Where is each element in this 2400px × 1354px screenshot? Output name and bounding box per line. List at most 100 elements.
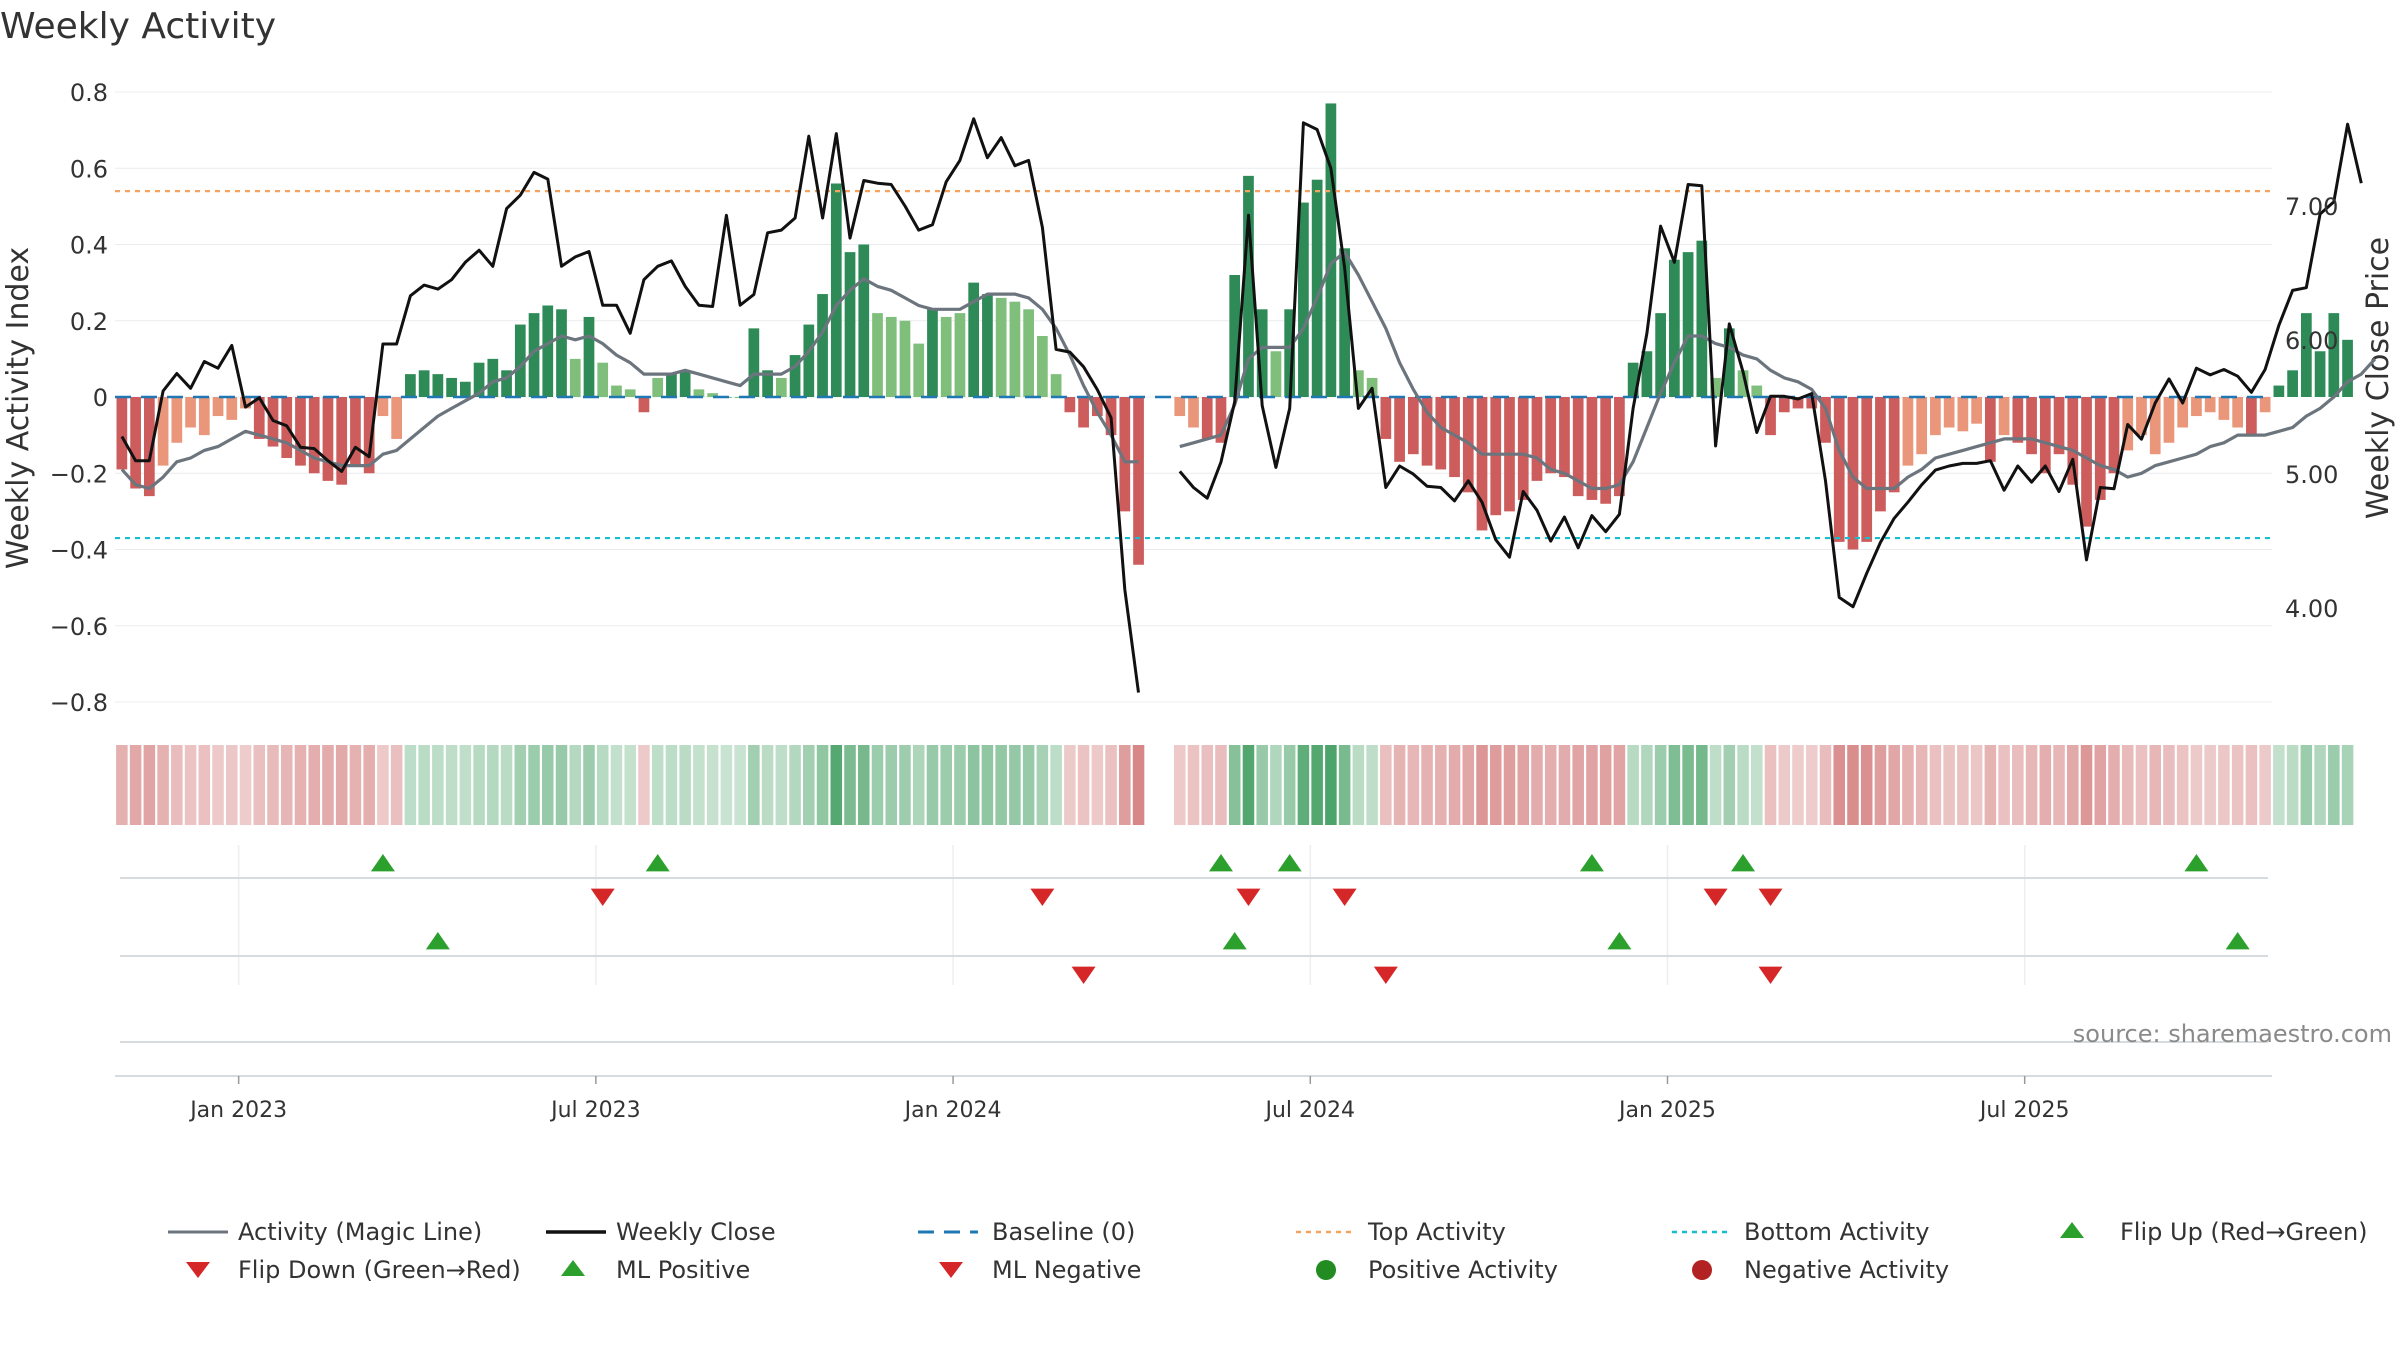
activity-strip-cell: [2286, 745, 2299, 825]
activity-bar: [1765, 397, 1776, 436]
activity-strip-cell: [1407, 745, 1420, 825]
activity-strip-cell: [1847, 745, 1859, 825]
activity-strip-cell: [885, 745, 898, 825]
activity-bar: [1984, 397, 1996, 462]
activity-bar: [762, 370, 773, 397]
activity-strip-cell: [2012, 745, 2024, 825]
grid: [115, 91, 2272, 1077]
activity-strip-cell: [857, 745, 870, 825]
activity-strip-cell: [1380, 745, 1392, 825]
activity-strip-cell: [1201, 745, 1214, 825]
activity-strip-cell: [2039, 745, 2052, 825]
activity-strip-cell: [940, 745, 952, 825]
y-tick-left-label: −0.4: [50, 537, 108, 565]
activity-strip-cell: [1888, 745, 1900, 825]
y-tick-left-label: 0.2: [70, 308, 108, 336]
activity-bar: [2136, 397, 2147, 436]
event-markers: [370, 854, 2250, 984]
activity-strip-cell: [624, 745, 636, 825]
activity-strip-cell: [954, 745, 966, 825]
activity-bar: [1023, 309, 1034, 397]
activity-strip-cell: [1751, 745, 1763, 825]
activity-strip-cell: [789, 745, 801, 825]
activity-strip-cell: [445, 745, 458, 825]
activity-strip-cell: [1050, 745, 1062, 825]
activity-bar: [2149, 397, 2161, 455]
activity-strip-cell: [2314, 745, 2326, 825]
activity-bar: [308, 397, 320, 474]
activity-strip-cell: [555, 745, 568, 825]
activity-bar: [1723, 328, 1735, 397]
activity-bar: [775, 377, 787, 397]
activity-strip-cell: [1833, 745, 1845, 825]
activity-strip-cell: [459, 745, 472, 825]
activity-strip-cell: [116, 745, 128, 825]
activity-bar: [1641, 351, 1653, 397]
activity-strip-cell: [1435, 745, 1447, 825]
activity-bar: [363, 397, 375, 474]
legend-swatch-ml-negative: [939, 1262, 963, 1278]
activity-strip: [116, 745, 2354, 825]
activity-bar: [1614, 397, 1625, 497]
activity-bar: [1957, 397, 1969, 432]
activity-strip-cell: [967, 745, 980, 825]
activity-strip-cell: [1819, 745, 1832, 825]
activity-bar: [2328, 313, 2340, 397]
activity-strip-cell: [569, 745, 582, 825]
activity-bar: [226, 397, 238, 420]
activity-strip-cell: [2149, 745, 2161, 825]
flip-down-marker: [1332, 888, 1357, 906]
activity-strip-cell: [1792, 745, 1804, 825]
series-lines: [115, 117, 2377, 693]
activity-bar: [1243, 175, 1254, 397]
activity-strip-cell: [1929, 745, 1942, 825]
activity-bar: [1833, 397, 1845, 542]
activity-strip-cell: [1077, 745, 1090, 825]
activity-bar: [693, 389, 705, 397]
legend-flip-up: Flip Up (Red→Green): [2120, 1218, 2368, 1246]
activity-bar: [1078, 397, 1089, 428]
flip-up-marker: [645, 854, 670, 872]
activity-bar: [940, 316, 952, 397]
activity-bar: [2177, 397, 2189, 428]
activity-strip-cell: [1311, 745, 1323, 825]
activity-bar: [336, 397, 348, 485]
activity-bar: [748, 328, 760, 397]
activity-strip-cell: [679, 745, 691, 825]
activity-bar: [1517, 397, 1529, 500]
activity-bar: [391, 397, 403, 439]
activity-strip-cell: [1682, 745, 1694, 825]
activity-bar: [2191, 397, 2202, 417]
activity-strip-cell: [1132, 745, 1145, 825]
activity-strip-cell: [2094, 745, 2107, 825]
activity-bar: [1311, 179, 1323, 397]
activity-strip-cell: [995, 745, 1007, 825]
activity-bar: [1778, 397, 1790, 413]
activity-bar: [652, 377, 664, 397]
activity-bar: [1325, 103, 1337, 397]
chart-title: Weekly Activity: [0, 6, 276, 47]
activity-strip-cell: [542, 745, 554, 825]
flip-up-marker: [2184, 854, 2209, 872]
activity-bar: [185, 397, 196, 428]
legend-top-activity: Top Activity: [1367, 1218, 1506, 1246]
activity-bar: [1091, 397, 1103, 417]
activity-bar: [1380, 397, 1392, 439]
activity-strip-cell: [2121, 745, 2134, 825]
activity-bar: [212, 397, 224, 417]
flip-down-marker: [1030, 888, 1055, 906]
activity-bar: [2094, 397, 2106, 500]
activity-bar: [2246, 397, 2257, 436]
legend-swatch-positive-activity: [1316, 1260, 1336, 1280]
activity-bar: [1861, 397, 1873, 542]
activity-strip-cell: [1998, 745, 2010, 825]
activity-bar: [322, 397, 334, 481]
activity-bar: [1847, 397, 1859, 550]
activity-bar: [899, 320, 911, 397]
activity-bar: [1820, 397, 1831, 443]
activity-strip-cell: [1627, 745, 1639, 825]
activity-strip-cell: [1036, 745, 1049, 825]
activity-bar: [1476, 397, 1488, 531]
activity-strip-cell: [1641, 745, 1653, 825]
activity-bar: [1339, 248, 1350, 397]
